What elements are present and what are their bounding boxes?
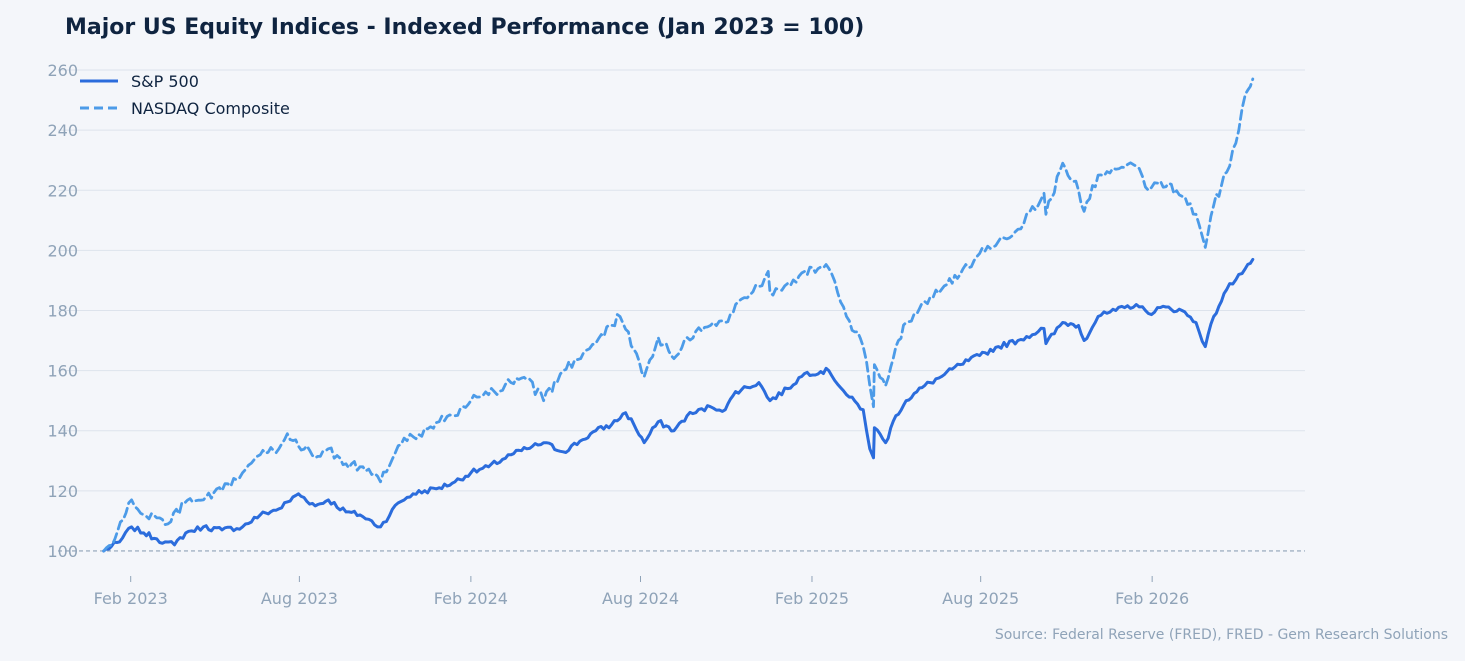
y-tick-label: 160 <box>47 362 78 381</box>
y-tick-label: 200 <box>47 241 78 260</box>
y-tick-label: 100 <box>47 542 78 561</box>
x-tick-label: Feb 2025 <box>775 589 849 608</box>
x-tick-label: Feb 2023 <box>94 589 168 608</box>
y-tick-label: 140 <box>47 422 78 441</box>
x-axis-ticks: Feb 2023 Aug 2023 Feb 2024 Aug 2024 Feb 2025… <box>94 576 1189 608</box>
chart-title: Major US Equity Indices - Indexed Perfor… <box>65 15 864 40</box>
series-lines <box>102 77 1255 553</box>
series-line-nasdaq <box>102 77 1255 553</box>
series-line-sp500 <box>102 257 1255 553</box>
y-axis-ticks: 100 120 140 160 180 200 220 240 260 <box>47 61 78 561</box>
legend-label: S&P 500 <box>131 72 199 91</box>
x-tick-label: Feb 2026 <box>1115 589 1189 608</box>
y-tick-label: 180 <box>47 301 78 320</box>
y-tick-label: 240 <box>47 121 78 140</box>
y-tick-label: 220 <box>47 181 78 200</box>
legend: S&P 500 NASDAQ Composite <box>80 72 290 118</box>
y-tick-label: 120 <box>47 482 78 501</box>
source-note: Source: Federal Reserve (FRED), FRED - G… <box>995 627 1448 643</box>
x-tick-label: Aug 2025 <box>942 589 1019 608</box>
legend-label: NASDAQ Composite <box>131 99 290 118</box>
x-tick-label: Aug 2024 <box>602 589 679 608</box>
x-tick-label: Aug 2023 <box>261 589 338 608</box>
y-tick-label: 260 <box>47 61 78 80</box>
x-tick-label: Feb 2024 <box>434 589 508 608</box>
grid-lines <box>58 69 1305 552</box>
